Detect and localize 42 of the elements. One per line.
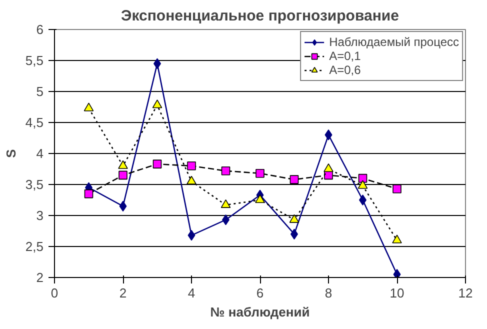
point: [84, 102, 94, 112]
point: [255, 194, 265, 203]
point: [256, 168, 264, 178]
x-tick-label: 2: [119, 286, 127, 300]
y-tick-label: 3: [36, 208, 44, 223]
x-tick-label: 12: [458, 286, 473, 300]
point: [152, 100, 162, 108]
point: [290, 175, 299, 184]
point: [358, 180, 368, 189]
point: [84, 189, 94, 198]
y-tick-label: 4: [36, 146, 44, 161]
y-tick-label: 2,5: [25, 239, 44, 254]
chart-title: Экспоненциальное прогнозирование: [121, 8, 399, 24]
point: [152, 160, 162, 168]
point: [324, 163, 334, 172]
point: [220, 199, 231, 208]
y-tick-label: 5,5: [25, 53, 44, 68]
point: [324, 130, 332, 140]
point: [118, 170, 128, 180]
y-axis-title: S: [3, 148, 18, 158]
point: [187, 162, 196, 170]
y-tick-label: 4,5: [25, 115, 44, 130]
y-tick-label: 3,5: [25, 177, 44, 192]
legend-label: A=0,1: [329, 49, 361, 63]
x-tick-label: 4: [188, 286, 196, 300]
point: [221, 166, 230, 176]
point: [392, 184, 402, 194]
y-tick-label: 5: [36, 84, 44, 99]
x-axis-title: № наблюдений: [210, 304, 310, 320]
legend-label: Наблюдаемый процесс: [329, 35, 459, 49]
point: [118, 160, 128, 169]
y-tick-label: 2: [36, 270, 44, 285]
point: [393, 269, 401, 278]
point: [392, 234, 402, 244]
y-tick-label: 6: [36, 22, 44, 37]
legend-label: A=0,6: [329, 63, 361, 77]
x-tick-label: 10: [390, 286, 404, 300]
x-tick-label: 6: [256, 286, 264, 300]
x-tick-label: 8: [324, 286, 332, 300]
x-tick-label: 0: [50, 286, 58, 300]
point: [289, 214, 300, 223]
point: [186, 176, 196, 184]
